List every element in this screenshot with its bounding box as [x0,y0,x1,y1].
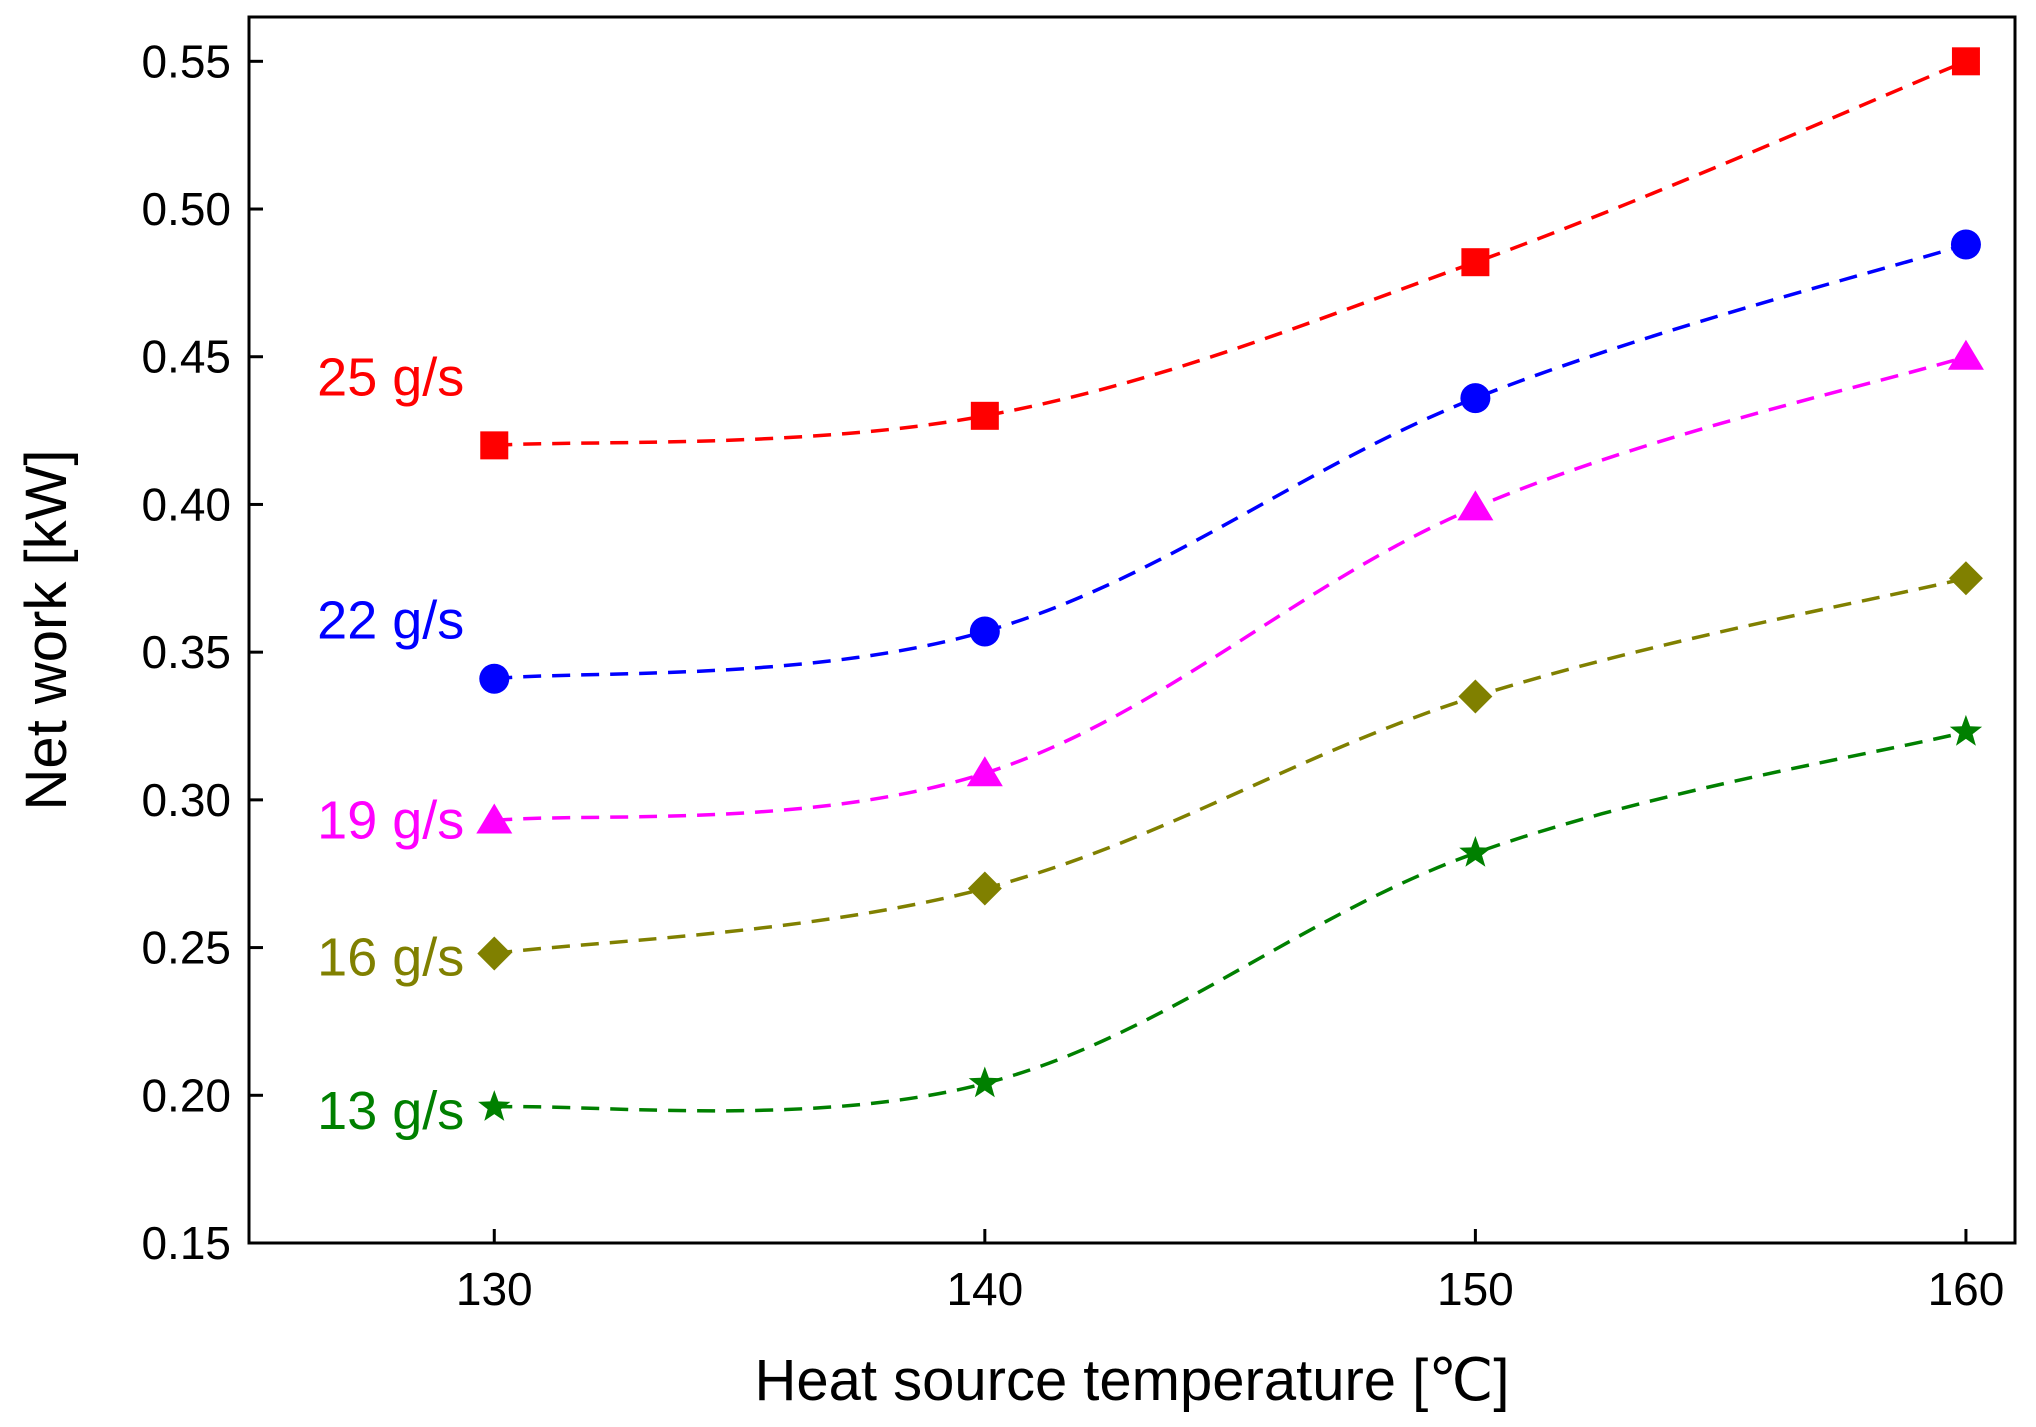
data-point [1951,47,1980,76]
data-point [1457,490,1494,521]
series-labels: 25 g/s 22 g/s 19 g/s 16 g/s 13 g/s [317,347,464,1141]
series-label: 25 g/s [317,347,464,407]
y-tick-label: 0.35 [141,626,231,678]
y-tick-label: 0.45 [141,331,231,383]
series-line [494,576,1967,956]
y-tick-label: 0.25 [141,922,231,974]
data-point [477,936,512,971]
data-point [970,401,999,430]
data-point [1461,248,1490,277]
series-line [494,730,1967,1113]
y-tick-label: 0.20 [141,1069,231,1121]
y-tick-label: 0.15 [141,1217,231,1269]
data-point [1947,339,1984,370]
data-point [1459,836,1492,867]
x-tick-label: 140 [946,1263,1023,1315]
series-label: 22 g/s [317,591,464,651]
y-tick-label: 0.40 [141,478,231,530]
y-tick-label: 0.50 [141,183,231,235]
series-line [494,59,1967,448]
data-point [966,756,1003,787]
x-tick-label: 130 [456,1263,533,1315]
data-point [1948,561,1983,596]
plot-frame [247,15,2017,1245]
series-lines [494,59,1967,1113]
x-axis-title: Heat source temperature [℃] [754,1348,1509,1413]
x-tick-label: 160 [1928,1263,2005,1315]
data-point [1458,679,1493,714]
y-axis-title: Net work [kW] [14,450,79,811]
axis-ticks: 0.15 0.20 0.25 0.30 0.35 0.40 0.45 0.50 0.55 130 1… [141,35,2004,1315]
series-label: 19 g/s [317,791,464,851]
data-point [1460,383,1491,414]
series-label: 13 g/s [317,1081,464,1141]
data-point [480,431,509,460]
series-label: 16 g/s [317,927,464,987]
data-point [967,871,1002,906]
data-point [968,1066,1001,1098]
series-line [494,355,1967,823]
data-point [1950,229,1981,260]
y-tick-label: 0.30 [141,774,231,826]
data-point [478,1090,511,1121]
data-point [476,803,513,834]
data-point [479,663,510,694]
series-markers [476,47,1984,1121]
x-tick-label: 150 [1437,1263,1514,1315]
series-line [494,242,1967,681]
data-point [969,616,1000,647]
y-tick-label: 0.55 [141,35,231,87]
data-point [1949,714,1983,746]
